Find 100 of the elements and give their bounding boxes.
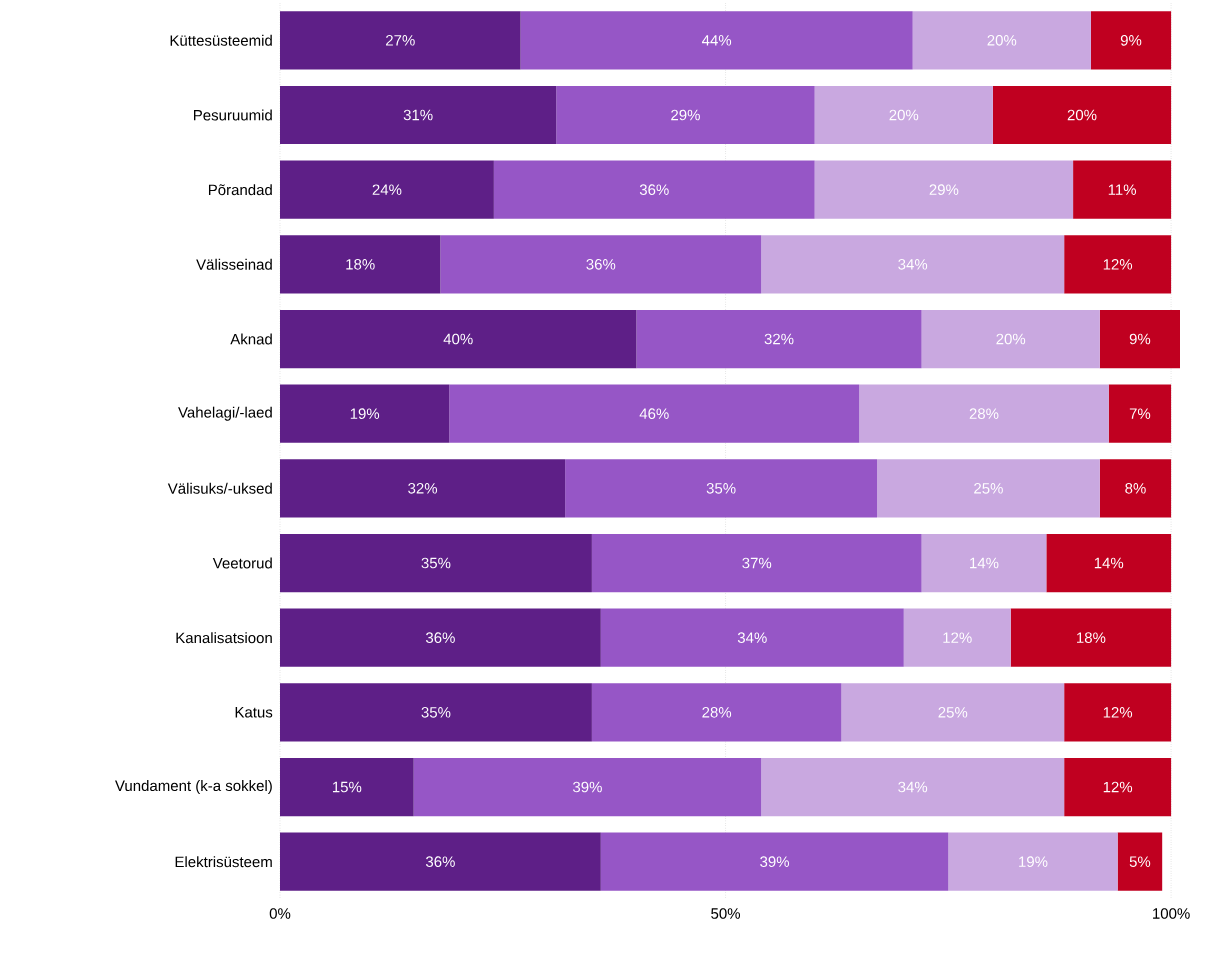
bar (280, 459, 566, 518)
bar (814, 85, 993, 145)
bar (280, 757, 414, 817)
y-tick-label: Põrandad (208, 184, 272, 196)
data-label: 19% (1019, 856, 1048, 867)
x-tick-label: 100% (1153, 908, 1190, 919)
bar (591, 533, 922, 593)
bar (280, 309, 637, 369)
data-label: 12% (1103, 707, 1133, 718)
data-label: 20% (987, 35, 1017, 46)
bar (280, 160, 494, 219)
bar (859, 384, 1109, 443)
bar (600, 608, 904, 667)
y-tick-label: Vahelagi/-laed (178, 406, 272, 421)
data-label: 35% (421, 557, 451, 569)
data-label: 14% (970, 557, 999, 569)
bar (591, 683, 842, 742)
bar (565, 459, 878, 518)
bar (1073, 160, 1172, 219)
data-label: 31% (403, 109, 433, 121)
data-label: 32% (408, 483, 438, 494)
data-label: 5% (1129, 856, 1151, 867)
data-label: 28% (702, 707, 732, 718)
bar (600, 832, 949, 891)
y-tick-label: Välisuks/-uksed (167, 482, 272, 494)
bar (1099, 309, 1181, 369)
y-tick-label: Kanalisatsioon (176, 632, 272, 644)
bar (280, 608, 601, 667)
data-label: 29% (929, 184, 959, 195)
bar (280, 384, 450, 443)
data-label: 46% (639, 408, 669, 419)
data-label: 15% (332, 781, 362, 793)
bar (1046, 533, 1172, 593)
data-label: 9% (1129, 333, 1151, 345)
bar (761, 235, 1065, 294)
x-tick-label: 0% (269, 908, 291, 919)
data-label: 40% (443, 333, 473, 345)
bar (1064, 235, 1172, 294)
y-tick-label: Veetorud (212, 557, 272, 569)
data-label: 39% (760, 856, 790, 867)
y-tick-label: Vundament (k-a sokkel) (115, 780, 272, 794)
data-label: 28% (969, 408, 999, 419)
y-tick-label: Katus (235, 707, 273, 718)
data-label: 12% (1103, 259, 1133, 270)
bar (912, 11, 1091, 70)
data-label: 20% (1067, 109, 1097, 121)
data-label: 36% (586, 259, 616, 270)
bar (1010, 608, 1172, 667)
data-label: 25% (974, 483, 1003, 494)
y-tick-label: Aknad (230, 333, 272, 345)
bar (877, 459, 1100, 518)
bar (992, 85, 1172, 145)
bar (280, 11, 521, 70)
data-label: 24% (372, 184, 402, 195)
data-label: 39% (573, 781, 602, 793)
data-label: 18% (346, 259, 375, 270)
data-label: 35% (421, 707, 451, 718)
bar (413, 757, 762, 817)
y-tick-label: Elektrisüsteem (175, 856, 272, 868)
data-label: 37% (742, 557, 772, 569)
bar (1090, 11, 1172, 70)
data-label: 27% (386, 35, 415, 46)
data-label: 11% (1108, 184, 1137, 195)
bar (761, 757, 1065, 817)
data-label: 7% (1129, 408, 1151, 419)
bar (903, 608, 1011, 667)
data-label: 32% (764, 333, 794, 345)
x-tick-label: 50% (711, 908, 741, 919)
data-label: 20% (889, 109, 919, 121)
y-tick-label: Küttesüsteemid (170, 34, 272, 46)
bar (280, 683, 592, 742)
bar (556, 85, 815, 145)
data-label: 35% (706, 483, 736, 494)
bar (280, 832, 601, 891)
bar (440, 235, 762, 294)
y-tick-label: Pesuruumid (194, 109, 272, 121)
data-label: 25% (938, 707, 968, 718)
data-label: 12% (1103, 781, 1133, 793)
data-label: 29% (671, 109, 700, 121)
data-label: 36% (425, 856, 455, 867)
bar (814, 160, 1074, 219)
y-tick-label: Välisseinad (196, 258, 272, 270)
bar (921, 533, 1047, 593)
data-label: 36% (639, 184, 669, 195)
data-label: 34% (737, 632, 767, 643)
data-label: 19% (350, 408, 380, 419)
bar (636, 309, 922, 369)
bar (449, 384, 860, 443)
bar (280, 235, 441, 294)
bar (1117, 832, 1163, 891)
bar (280, 533, 592, 593)
bar (1064, 757, 1172, 817)
bar (1099, 459, 1172, 518)
data-label: 34% (898, 781, 928, 793)
bar (841, 683, 1065, 742)
data-label: 9% (1120, 35, 1142, 46)
bar (493, 160, 815, 219)
data-label: 36% (425, 632, 455, 643)
data-label: 18% (1077, 632, 1106, 643)
bar (948, 832, 1118, 891)
